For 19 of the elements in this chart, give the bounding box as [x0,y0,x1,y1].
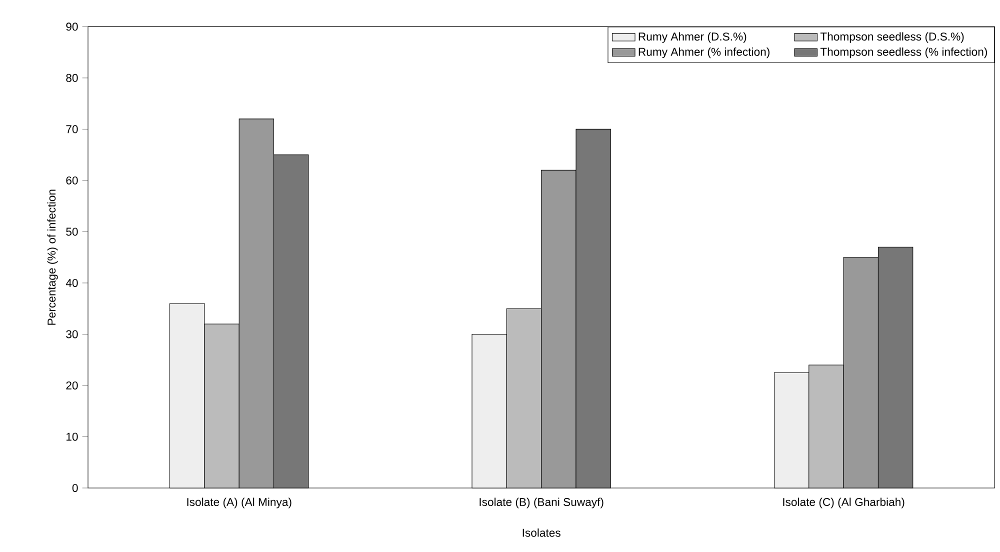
legend-label: Thompson seedless (D.S.%) [820,32,964,43]
x-axis-title: Isolates [522,528,560,537]
y-tick-label: 30 [66,330,78,338]
x-tick-label: Isolate (C) (Al Gharbiah) [783,498,904,508]
legend-label: Rumy Ahmer (% infection) [638,48,770,58]
y-tick-label: 90 [66,22,78,31]
y-axis-title: Percentage (%) of infection [47,190,58,325]
y-tick-label: 80 [66,74,78,82]
y-tick-label: 60 [66,176,78,184]
y-tick-label: 40 [66,278,78,287]
y-tick-label: 0 [72,484,78,492]
legend-label: Thompson seedless (% infection) [820,48,987,58]
x-tick-label: Isolate (B) (Bani Suwayf) [480,498,604,508]
y-tick-label: 20 [66,381,78,390]
legend-label: Rumy Ahmer (D.S.%) [638,32,746,43]
y-tick-label: 10 [66,432,78,441]
y-tick-label: 50 [66,228,78,236]
x-tick-label: Isolate (A) (Al Minya) [187,498,292,508]
y-tick-label: 70 [66,125,78,134]
